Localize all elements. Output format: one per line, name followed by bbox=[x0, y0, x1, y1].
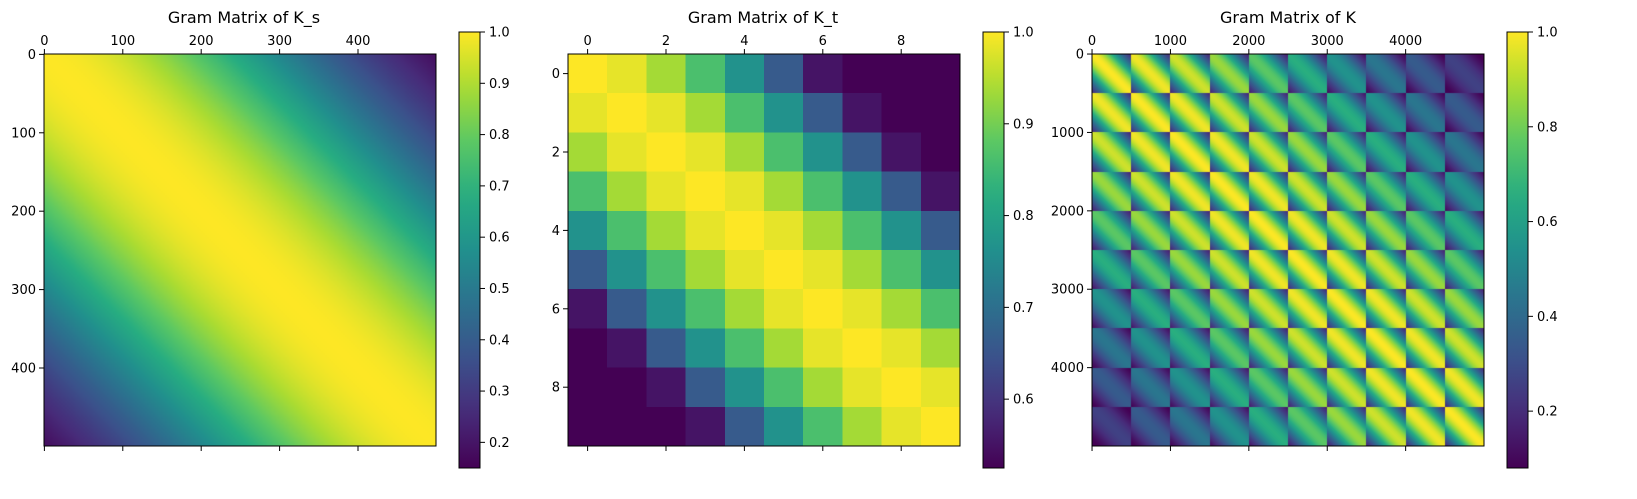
x-tick-label: 0 bbox=[40, 34, 48, 49]
y-tick-label: 1000 bbox=[1051, 126, 1084, 141]
colorbar-tick-label: 0.4 bbox=[489, 333, 510, 348]
heatmap-image bbox=[568, 54, 960, 446]
colorbar-gradient bbox=[459, 32, 480, 468]
heatmap-k bbox=[1092, 54, 1484, 446]
x-tick-label: 2 bbox=[662, 34, 670, 49]
plot-frame-kt bbox=[567, 53, 961, 447]
colorbar-frame bbox=[458, 31, 481, 469]
y-tick-label: 200 bbox=[11, 205, 36, 220]
y-tick-label: 0 bbox=[552, 67, 560, 82]
colorbar-tick-label: 0.9 bbox=[489, 77, 510, 92]
colorbar-tick-label: 0.6 bbox=[1537, 215, 1558, 230]
colorbar-ks: 0.2 0.3 0.4 0.5 0.6 0.7 0.8 0.9 1.0 bbox=[458, 26, 510, 469]
y-tick-label: 400 bbox=[11, 361, 36, 376]
colorbar-tick-label: 0.8 bbox=[1537, 120, 1558, 135]
x-tick-label: 0 bbox=[1088, 34, 1096, 49]
y-tick-label: 0 bbox=[28, 48, 36, 63]
heatmap-image bbox=[44, 54, 436, 446]
x-tick-label: 200 bbox=[189, 34, 214, 49]
x-tick-label: 100 bbox=[110, 34, 135, 49]
heatmap-image bbox=[1092, 54, 1484, 446]
axis-ticks-ks: 0 100 200 300 400 0 100 200 300 400 bbox=[11, 34, 370, 451]
heatmap-ks bbox=[44, 54, 436, 446]
x-tick-label: 1000 bbox=[1154, 34, 1187, 49]
colorbar-tick-label: 0.5 bbox=[489, 282, 510, 297]
y-tick-label: 100 bbox=[11, 126, 36, 141]
x-tick-label: 3000 bbox=[1311, 34, 1344, 49]
panel-ks: Gram Matrix of K_s 0 100 200 300 400 0 100 200 3… bbox=[11, 8, 510, 469]
colorbar-tick-label: 1.0 bbox=[489, 26, 510, 41]
chart-title-ks: Gram Matrix of K_s bbox=[168, 8, 320, 28]
y-tick-label: 6 bbox=[552, 302, 560, 317]
axis-ticks-kt: 0 2 4 6 8 0 2 4 6 8 bbox=[552, 34, 905, 451]
colorbar-tick-label: 0.9 bbox=[1013, 117, 1034, 132]
colorbar-tick-label: 0.6 bbox=[1013, 393, 1034, 408]
x-tick-label: 4000 bbox=[1389, 34, 1422, 49]
y-tick-label: 3000 bbox=[1051, 283, 1084, 298]
colorbar-tick-label: 0.7 bbox=[489, 179, 510, 194]
colorbar-gradient bbox=[983, 32, 1004, 468]
colorbar-frame bbox=[1506, 31, 1529, 469]
colorbar-tick-label: 0.3 bbox=[489, 385, 510, 400]
chart-title-kt: Gram Matrix of K_t bbox=[688, 8, 838, 28]
x-tick-label: 400 bbox=[346, 34, 371, 49]
colorbar-tick-label: 0.2 bbox=[489, 436, 510, 451]
heatmap-kt bbox=[568, 54, 960, 446]
y-tick-label: 2 bbox=[552, 146, 560, 161]
y-tick-label: 4 bbox=[552, 224, 560, 239]
colorbar-tick-label: 0.6 bbox=[489, 231, 510, 246]
colorbar-frame bbox=[982, 31, 1005, 469]
x-tick-label: 8 bbox=[897, 34, 905, 49]
x-tick-label: 2000 bbox=[1232, 34, 1265, 49]
x-tick-label: 6 bbox=[819, 34, 827, 49]
colorbar-gradient bbox=[1507, 32, 1528, 468]
x-tick-label: 300 bbox=[267, 34, 292, 49]
panel-k: Gram Matrix of K 0 1000 2000 3000 4000 0 1000 2… bbox=[1051, 8, 1558, 469]
y-tick-label: 2000 bbox=[1051, 204, 1084, 219]
plot-frame-ks bbox=[43, 53, 437, 447]
y-tick-label: 0 bbox=[1076, 48, 1084, 63]
colorbar-tick-label: 0.8 bbox=[489, 128, 510, 143]
y-tick-label: 300 bbox=[11, 283, 36, 298]
chart-title-k: Gram Matrix of K bbox=[1220, 8, 1356, 27]
colorbar-tick-label: 1.0 bbox=[1537, 26, 1558, 41]
y-tick-label: 4000 bbox=[1051, 361, 1084, 376]
axis-ticks-k: 0 1000 2000 3000 4000 0 1000 2000 3000 4000 bbox=[1051, 34, 1422, 451]
colorbar-tick-label: 0.2 bbox=[1537, 405, 1558, 420]
x-tick-label: 4 bbox=[740, 34, 748, 49]
plot-frame-k bbox=[1091, 53, 1485, 447]
colorbar-tick-label: 0.7 bbox=[1013, 301, 1034, 316]
colorbar-tick-label: 0.4 bbox=[1537, 310, 1558, 325]
colorbar-tick-label: 1.0 bbox=[1013, 26, 1034, 41]
colorbar-tick-label: 0.8 bbox=[1013, 209, 1034, 224]
y-tick-label: 8 bbox=[552, 381, 560, 396]
colorbar-k: 0.2 0.4 0.6 0.8 1.0 bbox=[1506, 26, 1558, 469]
x-tick-label: 0 bbox=[583, 34, 591, 49]
colorbar-kt: 0.6 0.7 0.8 0.9 1.0 bbox=[982, 26, 1034, 469]
